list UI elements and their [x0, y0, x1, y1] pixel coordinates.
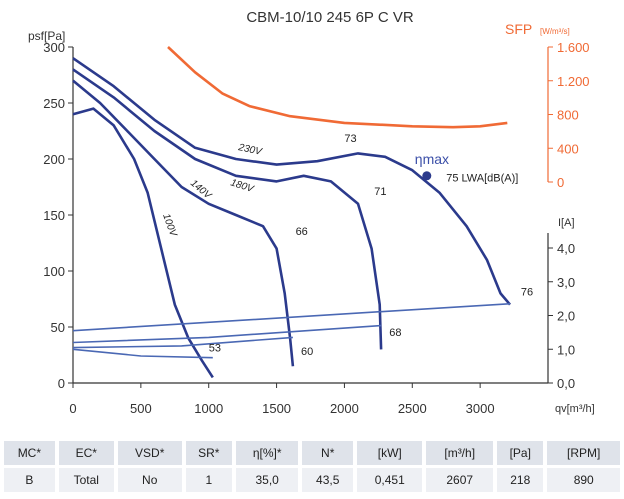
y-tick-label: 100: [43, 264, 65, 279]
y-axis-label: psf[Pa]: [28, 29, 65, 43]
table-cell: 2607: [426, 468, 494, 492]
x-tick-label: 500: [130, 401, 152, 416]
eta-max-point: [422, 171, 432, 181]
table-cell: B: [4, 468, 55, 492]
annotation: 76: [521, 287, 533, 299]
current-tick-label: 0,0: [557, 376, 575, 391]
pressure-curve: [72, 107, 214, 379]
chart: CBM-10/10 245 6P C VR psf[Pa] qv[m³/h] 0…: [28, 9, 595, 416]
table-cell: [Pa]: [497, 441, 544, 465]
sfp-axis-label: SFP: [505, 21, 532, 37]
sfp-tick-label: 1.600: [557, 40, 590, 55]
sfp-tick-label: 0: [557, 175, 564, 190]
data-table: MC* EC* VSD* SR* η[%]* N* [kW] [m³/h] [Pa] [RPM] …: [0, 438, 624, 495]
table-cell: MC*: [4, 441, 55, 465]
annotation: 71: [374, 186, 386, 198]
current-tick-label: 2,0: [557, 309, 575, 324]
table-cell: 1: [185, 468, 232, 492]
table-cell: 218: [497, 468, 544, 492]
sfp-tick-label: 800: [557, 108, 579, 123]
curve-label: 100V: [160, 212, 179, 239]
annotation: 73: [344, 133, 356, 145]
y-tick-label: 300: [43, 40, 65, 55]
table-cell: SR*: [185, 441, 232, 465]
table-cell: 43,5: [302, 468, 354, 492]
annotation: 60: [301, 346, 313, 358]
y-tick-label: 200: [43, 152, 65, 167]
y-tick-label: 0: [58, 376, 65, 391]
current-curve: [72, 324, 382, 344]
x-tick-label: 1000: [194, 401, 223, 416]
table-row: B Total No 1 35,0 43,5 0,451 2607 218 890: [4, 468, 620, 492]
current-tick-label: 3,0: [557, 275, 575, 290]
y-tick-label: 50: [51, 320, 65, 335]
y-tick-label: 250: [43, 96, 65, 111]
table-cell: [kW]: [357, 441, 423, 465]
current-tick-label: 1,0: [557, 342, 575, 357]
pressure-curve: [72, 57, 511, 306]
annotation: 53: [209, 343, 221, 355]
table-cell: VSD*: [117, 441, 182, 465]
curve-label: 180V: [229, 177, 256, 195]
current-curve: [72, 348, 213, 359]
table-cell: Total: [58, 468, 114, 492]
current-curve: [72, 336, 293, 349]
table-cell: [RPM]: [547, 441, 620, 465]
x-tick-label: 2000: [330, 401, 359, 416]
pressure-curve: [72, 79, 295, 367]
table-cell: 35,0: [236, 468, 299, 492]
table-cell: No: [117, 468, 182, 492]
table-cell: η[%]*: [236, 441, 299, 465]
x-tick-label: 2500: [398, 401, 427, 416]
x-tick-label: 1500: [262, 401, 291, 416]
sfp-curve: [167, 46, 508, 129]
current-axis-label: I[A]: [558, 217, 575, 229]
table-cell: EC*: [58, 441, 114, 465]
current-curve: [72, 302, 511, 332]
current-tick-label: 4,0: [557, 241, 575, 256]
curve-label: 230V: [236, 142, 263, 158]
x-axis-label: qv[m³/h]: [555, 403, 595, 415]
chart-title: CBM-10/10 245 6P C VR: [246, 9, 413, 26]
sfp-axis-unit: [W/m³/s]: [540, 27, 570, 36]
eta-max-label: ηmax: [415, 151, 449, 167]
x-tick-label: 0: [69, 401, 76, 416]
x-tick-label: 3000: [466, 401, 495, 416]
sfp-tick-label: 400: [557, 141, 579, 156]
annotation: 75 LWA[dB(A)]: [446, 172, 518, 184]
annotation: 66: [296, 226, 308, 238]
y-tick-label: 150: [43, 208, 65, 223]
table-cell: N*: [302, 441, 354, 465]
annotation: 68: [389, 327, 401, 339]
table-cell: 0,451: [357, 468, 423, 492]
table-cell: 890: [547, 468, 620, 492]
table-cell: [m³/h]: [426, 441, 494, 465]
table-header: MC* EC* VSD* SR* η[%]* N* [kW] [m³/h] [Pa] [RPM]: [4, 441, 620, 465]
pressure-curve: [72, 68, 383, 350]
sfp-tick-label: 1.200: [557, 74, 590, 89]
